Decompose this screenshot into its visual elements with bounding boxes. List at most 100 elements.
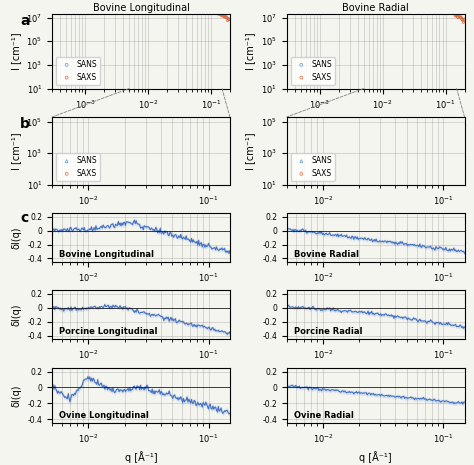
SAXS xyxy=(58,32,65,40)
SAXS xyxy=(398,75,405,82)
SANS xyxy=(138,60,146,67)
Text: Bovine Longitudinal: Bovine Longitudinal xyxy=(59,250,154,259)
SANS xyxy=(395,74,403,81)
SANS xyxy=(102,49,109,56)
SAXS xyxy=(168,78,175,85)
SAXS xyxy=(100,50,107,58)
SAXS xyxy=(343,53,350,61)
SAXS xyxy=(455,13,462,21)
SANS xyxy=(226,99,234,106)
SANS xyxy=(224,0,232,6)
SANS xyxy=(370,62,378,70)
SAXS xyxy=(459,103,467,111)
SAXS xyxy=(218,99,225,106)
SANS xyxy=(90,43,98,51)
SANS xyxy=(116,53,124,60)
SANS xyxy=(387,71,394,79)
SANS xyxy=(215,0,222,1)
SANS xyxy=(377,65,385,73)
SAXS xyxy=(447,97,455,105)
SANS xyxy=(402,78,410,85)
SANS xyxy=(343,48,350,55)
SANS xyxy=(190,88,198,95)
SANS xyxy=(452,98,460,105)
SANS xyxy=(384,66,392,73)
SANS xyxy=(392,73,399,80)
SAXS xyxy=(454,101,461,108)
SAXS xyxy=(51,30,58,38)
SANS xyxy=(84,41,92,49)
SAXS xyxy=(362,65,369,72)
SAXS xyxy=(139,66,146,73)
SANS xyxy=(202,89,210,97)
SAXS xyxy=(134,64,142,71)
SANS xyxy=(456,0,464,6)
SANS xyxy=(455,0,462,2)
SAXS xyxy=(461,16,468,24)
SAXS xyxy=(344,52,351,59)
SANS xyxy=(104,49,112,56)
SANS xyxy=(425,85,432,92)
SANS xyxy=(183,84,191,91)
SAXS xyxy=(180,81,187,89)
SAXS xyxy=(92,46,100,53)
SANS xyxy=(393,70,401,77)
SANS xyxy=(221,0,228,6)
SANS xyxy=(203,91,211,99)
SAXS xyxy=(53,31,61,38)
SAXS xyxy=(307,39,314,46)
SAXS xyxy=(64,34,72,42)
SAXS xyxy=(394,74,401,82)
SANS xyxy=(65,33,73,40)
SAXS xyxy=(358,61,366,69)
SAXS xyxy=(440,4,448,11)
SAXS xyxy=(458,16,466,23)
SAXS xyxy=(220,13,228,20)
SANS xyxy=(426,86,434,94)
SANS xyxy=(456,100,464,107)
SANS xyxy=(364,60,372,67)
SAXS xyxy=(173,81,181,88)
SANS xyxy=(199,87,206,95)
Text: Porcine Longitudinal: Porcine Longitudinal xyxy=(59,327,158,336)
SANS xyxy=(285,27,293,34)
SANS xyxy=(368,66,375,73)
SAXS xyxy=(195,0,203,4)
SAXS xyxy=(447,8,455,16)
SANS xyxy=(129,60,137,68)
SANS xyxy=(139,66,146,73)
SANS xyxy=(152,69,160,76)
SAXS xyxy=(223,13,230,21)
SAXS xyxy=(285,30,293,38)
SANS xyxy=(108,51,116,59)
SANS xyxy=(340,50,348,58)
SAXS xyxy=(212,8,220,15)
SANS xyxy=(294,31,301,39)
SANS xyxy=(451,97,459,104)
SANS xyxy=(193,88,201,96)
SAXS xyxy=(327,48,335,56)
SAXS xyxy=(118,58,126,65)
SANS xyxy=(300,34,307,41)
SAXS xyxy=(152,71,160,79)
SAXS xyxy=(146,68,154,76)
SAXS xyxy=(373,66,380,73)
SAXS xyxy=(191,91,199,98)
SANS xyxy=(440,92,448,100)
SANS xyxy=(113,52,120,59)
SAXS xyxy=(192,0,200,2)
SAXS xyxy=(440,94,448,102)
SAXS xyxy=(60,35,68,42)
SAXS xyxy=(388,72,395,80)
SANS xyxy=(177,79,185,86)
SANS xyxy=(350,54,357,62)
SANS xyxy=(315,37,323,45)
SANS xyxy=(96,45,104,53)
SAXS xyxy=(458,104,466,111)
SANS xyxy=(458,100,466,107)
SANS xyxy=(432,89,440,97)
SAXS xyxy=(192,0,200,2)
SAXS xyxy=(215,11,223,18)
SAXS xyxy=(429,0,437,5)
SANS xyxy=(341,48,349,55)
